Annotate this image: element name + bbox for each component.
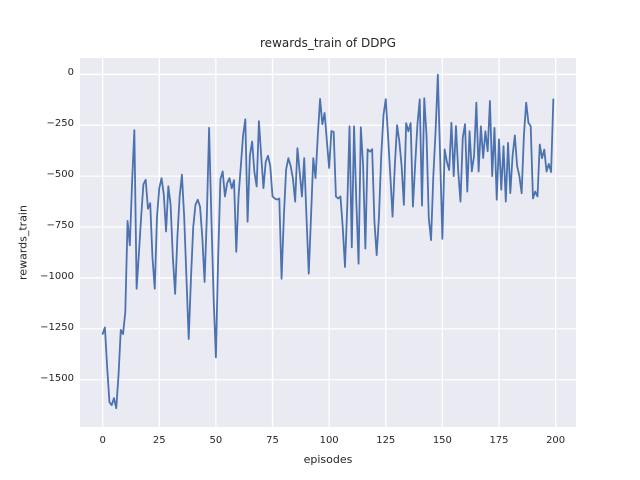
series-line — [101, 73, 555, 410]
x-tick-label: 25 — [152, 435, 166, 446]
y-tick-label: 0 — [67, 67, 74, 79]
x-axis-label: episodes — [303, 453, 353, 466]
plot-background — [80, 58, 576, 427]
x-tick-label: 175 — [489, 435, 509, 446]
y-tick-label: −1250 — [40, 321, 74, 333]
x-tick-label: 75 — [266, 435, 279, 446]
x-tick-label: 150 — [432, 435, 452, 446]
x-tick-label: 0 — [99, 435, 106, 446]
y-tick-label: −750 — [46, 220, 74, 232]
chart-title: rewards_train of DDPG — [260, 36, 396, 50]
x-tick-label: 50 — [209, 435, 223, 446]
x-tick-label: 200 — [546, 435, 566, 446]
x-tick-label: 100 — [319, 435, 339, 446]
y-tick-label: −500 — [46, 169, 74, 181]
y-tick-label: −250 — [46, 118, 74, 130]
x-tick-label: 125 — [376, 435, 396, 446]
y-tick-label: −1500 — [40, 372, 74, 384]
y-axis-label: rewards_train — [16, 205, 30, 280]
y-tick-label: −1000 — [40, 270, 74, 282]
